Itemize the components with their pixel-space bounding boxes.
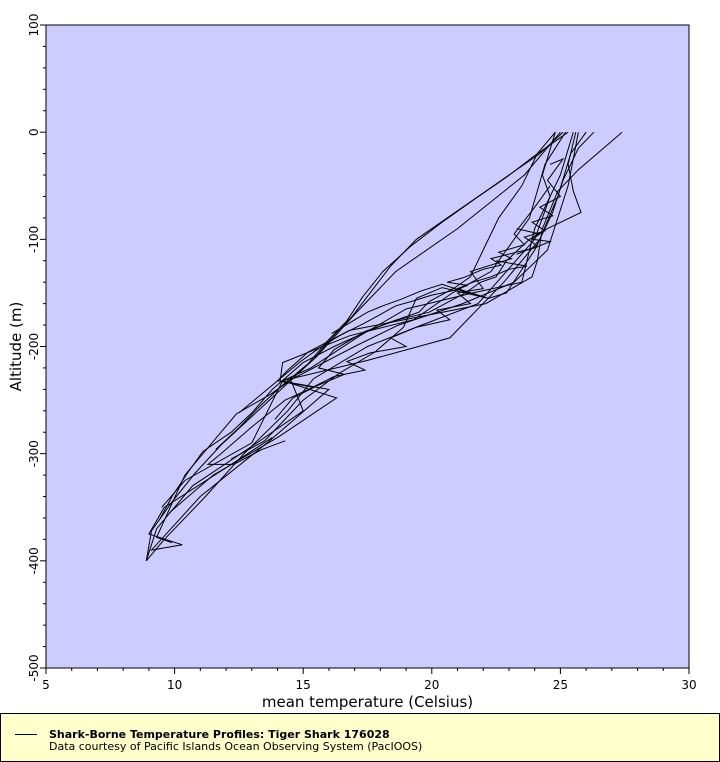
chart: 5 10 15 20 25 30 100 0 -100 -200 -300 -400 -500 mea… — [7, 14, 697, 711]
y-axis-title: Altitude (m) — [7, 302, 25, 392]
series-line-4 — [169, 132, 574, 513]
y-tick-label: -500 — [27, 654, 41, 681]
legend-line-swatch — [15, 734, 37, 735]
legend: Shark-Borne Temperature Profiles: Tiger … — [0, 713, 720, 762]
series-line-16 — [516, 157, 565, 255]
series-line-7 — [206, 131, 623, 465]
x-axis-title: mean temperature (Celsius) — [262, 693, 473, 711]
legend-credit: Data courtesy of Pacific Islands Ocean O… — [49, 740, 423, 753]
y-axis: 100 0 -100 -200 -300 -400 -500 — [27, 14, 46, 682]
series-line-10 — [158, 131, 556, 521]
x-tick-label: 20 — [424, 678, 439, 692]
series-layer — [145, 131, 623, 562]
series-line-13 — [308, 185, 551, 390]
x-tick-label: 15 — [296, 678, 311, 692]
y-tick-label: -200 — [27, 333, 41, 360]
series-line-5 — [155, 132, 579, 544]
x-tick-label: 10 — [167, 678, 182, 692]
series-line-8 — [230, 131, 595, 460]
series-line-15 — [331, 260, 528, 335]
x-axis: 5 10 15 20 25 30 — [42, 668, 697, 692]
y-tick-label: -400 — [27, 547, 41, 574]
x-tick-label: 30 — [681, 678, 696, 692]
x-tick-label: 25 — [553, 678, 568, 692]
x-tick-label: 5 — [42, 678, 50, 692]
series-line-14 — [238, 228, 553, 414]
y-tick-label: -300 — [27, 440, 41, 467]
y-tick-label: 100 — [27, 14, 41, 37]
series-line-12 — [215, 131, 569, 450]
y-tick-label: 0 — [27, 128, 41, 136]
y-tick-label: -100 — [27, 226, 41, 253]
legend-title: Shark-Borne Temperature Profiles: Tiger … — [49, 728, 390, 741]
